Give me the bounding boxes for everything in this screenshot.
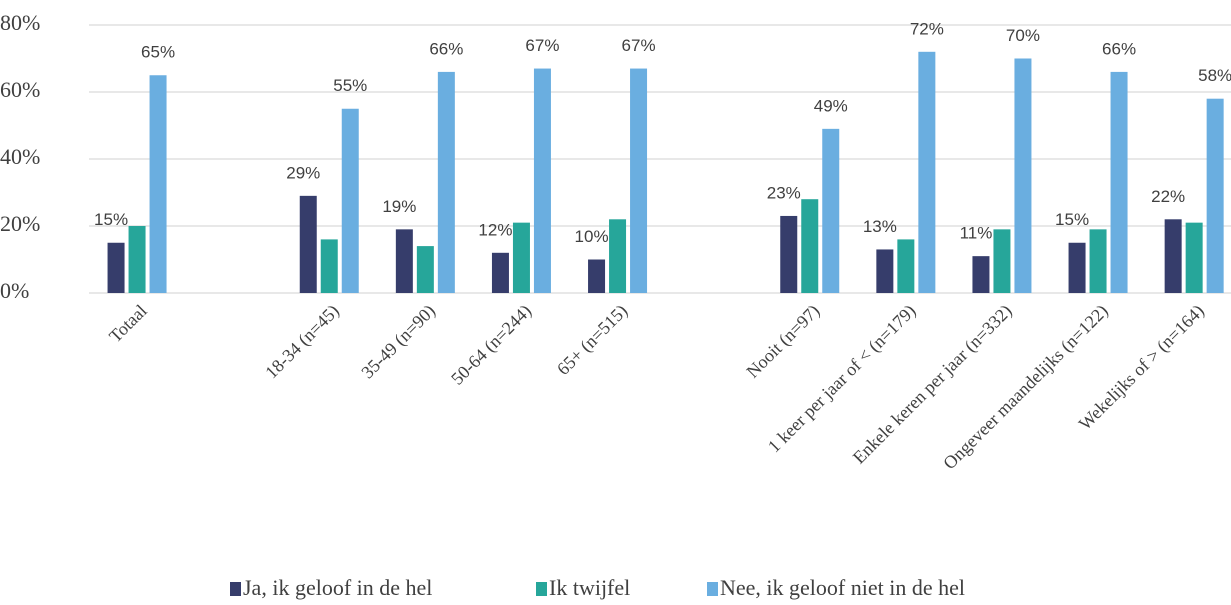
x-tick-label: Ongeveer maandelijks (n=122) [939,301,1112,474]
bar [1206,98,1224,293]
bar [341,108,359,293]
data-label: 72% [910,19,944,38]
bar [1164,219,1182,293]
bar [437,71,455,294]
x-tick-label: 65+ (n=515) [553,301,632,380]
bar [1068,242,1086,293]
data-label: 29% [286,163,320,182]
y-tick-label: 0% [0,278,29,303]
data-label: 66% [429,39,463,58]
y-tick-label: 60% [0,77,40,102]
bar [512,222,530,293]
y-tick-label: 80% [0,10,40,35]
legend-swatch [230,582,241,596]
bar [533,68,551,293]
data-label: 65% [141,43,175,62]
bar [1089,229,1107,293]
x-tick-label: 50-64 (n=244) [447,301,536,390]
data-label: 13% [863,217,897,236]
bar [588,259,606,293]
bar [822,128,840,293]
x-tick-label: 35-49 (n=90) [357,301,439,383]
bar [897,239,915,293]
data-label: 58% [1198,66,1231,85]
legend-swatch [536,582,547,596]
bar [630,68,648,293]
x-tick-label: 18-34 (n=45) [261,301,343,383]
legend-swatch [707,582,718,596]
bar [972,256,990,293]
bar [1014,58,1032,293]
bar [107,242,125,293]
bar [876,249,894,293]
data-label: 11% [960,224,993,243]
bar [1185,222,1203,293]
data-label: 55% [333,76,367,95]
data-label: 67% [525,36,559,55]
legend-label: Ik twijfel [549,575,630,600]
bar [299,195,317,293]
bar [918,51,936,293]
legend-label: Nee, ik geloof niet in de hel [720,575,965,600]
data-label: 67% [622,36,656,55]
bar [780,215,798,293]
data-label: 23% [767,183,801,202]
bar [395,229,413,293]
data-label: 66% [1102,39,1136,58]
bar [149,75,167,293]
x-tick-label: Enkele keren per jaar (n=332) [849,301,1017,469]
bar [320,239,338,293]
bar [609,219,627,293]
bar [491,252,509,293]
data-label: 10% [575,227,609,246]
data-label: 49% [814,96,848,115]
data-label: 12% [478,220,512,239]
data-label: 70% [1006,26,1040,45]
data-label: 15% [94,210,128,229]
bar [801,199,819,293]
bar [128,226,146,293]
bar [993,229,1011,293]
x-tick-label: Nooit (n=97) [742,301,824,383]
data-label: 22% [1151,187,1185,206]
legend-label: Ja, ik geloof in de hel [243,575,432,600]
y-tick-label: 40% [0,144,40,169]
x-tick-label: Totaal [105,301,151,347]
data-label: 19% [382,197,416,216]
y-tick-label: 20% [0,211,40,236]
data-label: 15% [1055,210,1089,229]
bar [416,246,434,293]
bar [1110,71,1128,294]
